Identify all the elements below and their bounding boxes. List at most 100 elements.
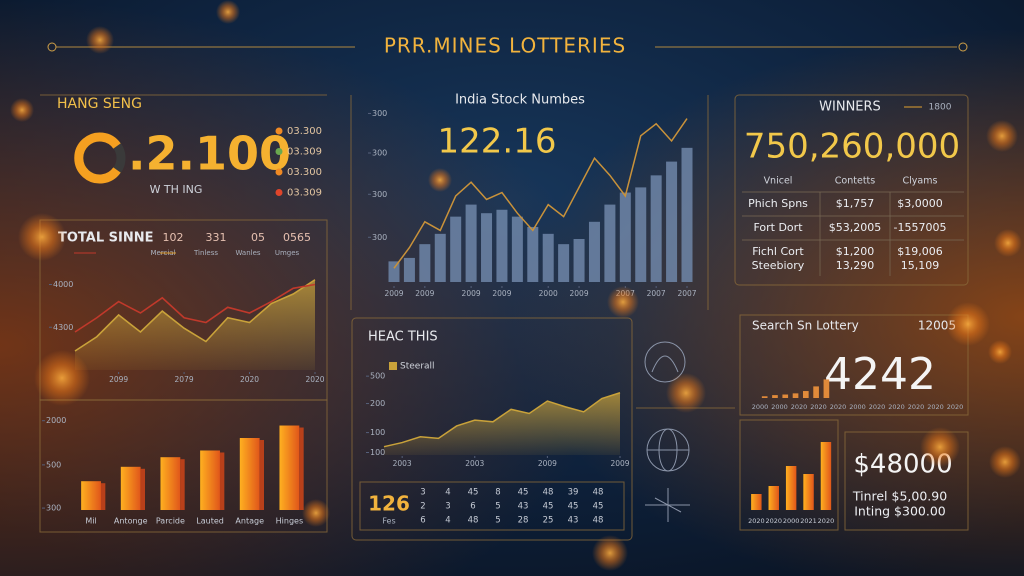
panel-title: Search Sn Lottery — [752, 319, 859, 333]
bar — [751, 494, 762, 510]
bokeh-dot — [986, 120, 1018, 152]
bar — [419, 244, 431, 282]
y-tick-label: 300 — [372, 190, 387, 199]
bar — [823, 379, 830, 398]
legend-swatch — [275, 148, 283, 155]
x-tick-label: 2007 — [647, 289, 666, 298]
number-cell: 2 — [420, 502, 425, 512]
legend-label: 03.309 — [287, 147, 322, 158]
bar-side — [219, 452, 225, 510]
x-tick-label: 2020 — [240, 375, 259, 384]
bar — [511, 216, 523, 282]
x-tick-label: 2009 — [462, 289, 481, 298]
table-header: Vnicel — [764, 176, 793, 187]
x-tick-label: 2009 — [610, 459, 629, 468]
x-tick-label: 2009 — [384, 289, 403, 298]
bokeh-dot — [592, 535, 628, 571]
series-line — [393, 118, 688, 269]
legend-swatch — [275, 168, 283, 176]
bar — [650, 175, 662, 282]
number-cell: 43 — [568, 516, 579, 526]
x-tick-label: 2000 — [849, 403, 866, 411]
table-cell: $19,006 — [897, 245, 943, 258]
bar — [81, 481, 101, 510]
table-cell: -1557005 — [894, 221, 947, 234]
x-tick-label: 2020 — [830, 403, 847, 411]
table-header: Contetts — [835, 176, 875, 187]
bokeh-dot — [34, 350, 90, 406]
payout-line: Inting $300.00 — [854, 504, 946, 519]
big-number: 122.16 — [438, 122, 557, 162]
x-tick-label: 2000 — [771, 403, 788, 411]
y-tick-label: 300 — [372, 233, 387, 242]
legend-swatch — [275, 127, 283, 135]
bokeh-dot — [994, 229, 1022, 257]
bokeh-dot — [10, 98, 34, 122]
icon — [651, 355, 679, 373]
x-tick-label: 2020 — [947, 403, 964, 411]
bar — [200, 450, 220, 510]
panel — [739, 314, 969, 416]
big-number: 4242 — [824, 349, 936, 400]
bar — [542, 233, 554, 282]
panel — [39, 399, 328, 533]
legend-label: Steerall — [400, 362, 435, 372]
table-cell: $3,0000 — [897, 197, 943, 210]
x-tick-label: 2021 — [800, 517, 817, 525]
bar — [782, 394, 789, 398]
y-tick-label: 300 — [372, 149, 387, 158]
bar — [772, 395, 778, 398]
stat: 102 — [163, 231, 184, 244]
number-cell: 3 — [420, 488, 425, 498]
number-cell: 3 — [445, 502, 450, 512]
bar — [604, 204, 616, 282]
number-cell: 4 — [445, 516, 450, 526]
bokeh-dot — [607, 286, 639, 318]
x-tick-label: 2003 — [465, 459, 484, 468]
legend-label: 03.300 — [287, 167, 322, 178]
x-tick-label: 2009 — [538, 459, 557, 468]
number-cell: 6 — [420, 516, 425, 526]
x-tick-label: 2003 — [393, 459, 412, 468]
stat-caption: Umges — [275, 249, 300, 257]
y-tick-label: 100 — [370, 448, 385, 457]
x-tick-label: 2009 — [415, 289, 434, 298]
panel — [739, 419, 839, 531]
x-tick-label: 2000 — [752, 403, 769, 411]
bar — [792, 393, 799, 398]
bar — [666, 161, 678, 282]
bokeh-dot — [988, 340, 1012, 364]
number-cell: 25 — [543, 516, 554, 526]
number-cell: 39 — [568, 488, 579, 498]
panel — [734, 94, 969, 286]
x-tick-label: 2020 — [305, 375, 324, 384]
bar-side — [100, 483, 106, 510]
legend-swatch — [389, 362, 397, 370]
number-cell: 4 — [445, 488, 450, 498]
panel-title: WINNERS — [819, 100, 881, 115]
series-line — [383, 392, 621, 448]
bar-side — [299, 427, 304, 510]
x-tick-label: 2020 — [869, 403, 886, 411]
number-cell: 43 — [518, 502, 529, 512]
y-tick-label: 4300 — [53, 323, 73, 332]
bokeh-dot — [302, 499, 330, 527]
bar-side — [259, 440, 265, 510]
bar — [450, 216, 462, 282]
x-tick-label: 2009 — [570, 289, 589, 298]
y-tick-label: 300 — [372, 109, 387, 118]
x-tick-label: Lauted — [196, 517, 224, 526]
bar — [434, 233, 446, 282]
bar — [813, 386, 819, 398]
bar — [761, 396, 768, 398]
x-tick-label: 2020 — [765, 517, 782, 525]
y-tick-label: 2000 — [46, 416, 66, 425]
x-tick-label: 2020 — [888, 403, 905, 411]
table-cell: 13,290 — [836, 259, 875, 272]
table-cell: $1,757 — [836, 197, 875, 210]
payout-line: Tinrel $5,00.90 — [852, 489, 947, 504]
bokeh — [10, 0, 1022, 571]
table-cell: Steebiory — [752, 259, 805, 272]
number-cell: 5 — [495, 502, 500, 512]
x-tick-label: 2000 — [783, 517, 800, 525]
